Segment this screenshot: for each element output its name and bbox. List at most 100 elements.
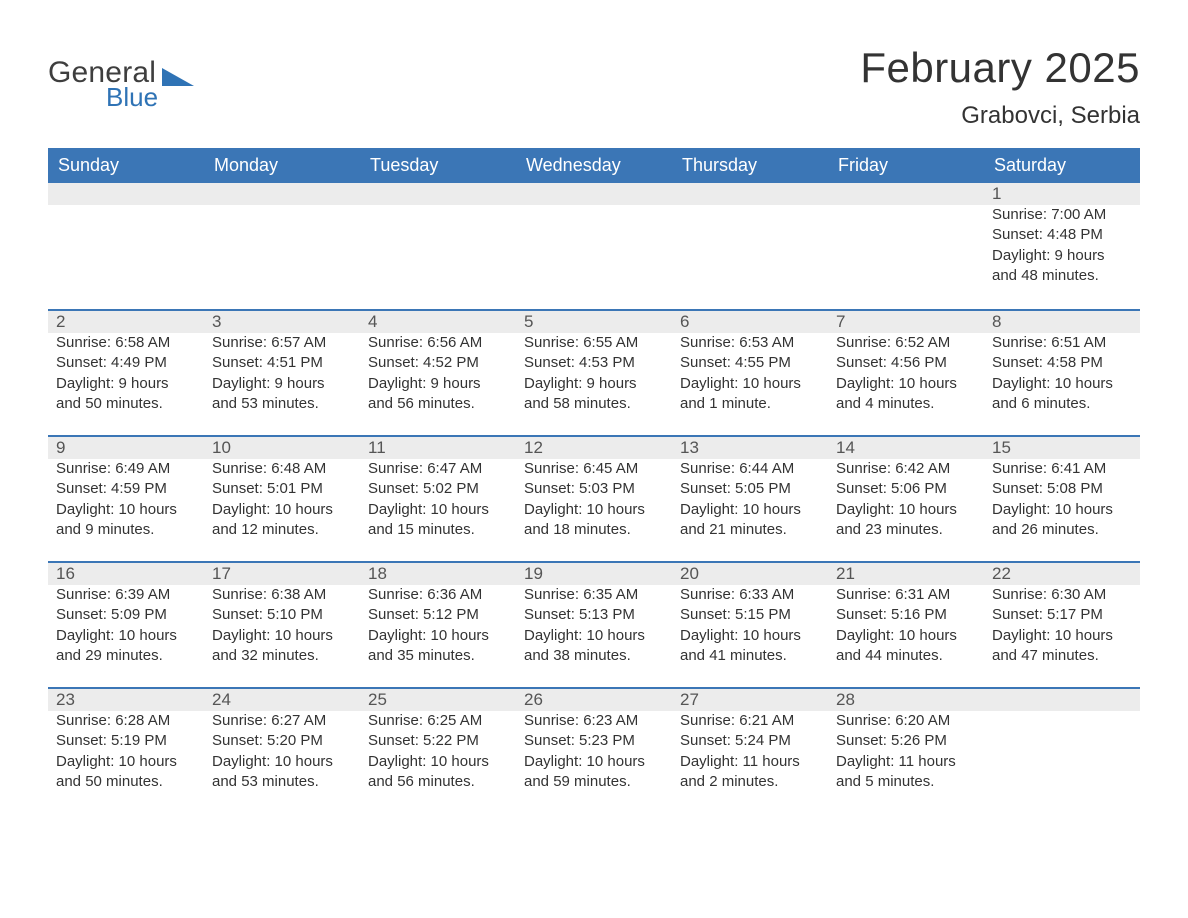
sunset-text: Sunset: 5:01 PM	[212, 479, 352, 499]
sunrise-text: Sunrise: 6:27 AM	[212, 711, 352, 731]
day-number: 28	[828, 689, 984, 711]
sunrise-text: Sunrise: 6:41 AM	[992, 459, 1132, 479]
daylight-text-line1: Daylight: 10 hours	[680, 626, 820, 646]
sunset-text: Sunset: 5:15 PM	[680, 605, 820, 625]
location-label: Grabovci, Serbia	[860, 102, 1140, 130]
day-number: 20	[672, 563, 828, 585]
sunrise-text: Sunrise: 6:51 AM	[992, 333, 1132, 353]
sunset-text: Sunset: 4:56 PM	[836, 353, 976, 373]
day-cell: Sunrise: 6:58 AMSunset: 4:49 PMDaylight:…	[48, 333, 204, 422]
daynum-row: 16171819202122	[48, 563, 1140, 585]
day-cell: Sunrise: 6:36 AMSunset: 5:12 PMDaylight:…	[360, 585, 516, 674]
day-cell	[984, 711, 1140, 800]
sunrise-text: Sunrise: 6:55 AM	[524, 333, 664, 353]
day-cell	[828, 205, 984, 294]
day-number: 27	[672, 689, 828, 711]
day-cell: Sunrise: 6:51 AMSunset: 4:58 PMDaylight:…	[984, 333, 1140, 422]
sunrise-text: Sunrise: 6:48 AM	[212, 459, 352, 479]
daylight-text-line1: Daylight: 10 hours	[56, 626, 196, 646]
logo-word-blue: Blue	[106, 84, 158, 110]
day-cell	[204, 205, 360, 294]
sunrise-text: Sunrise: 6:58 AM	[56, 333, 196, 353]
daylight-text-line1: Daylight: 10 hours	[368, 626, 508, 646]
daylight-text-line2: and 50 minutes.	[56, 394, 196, 414]
sunrise-text: Sunrise: 6:35 AM	[524, 585, 664, 605]
sunset-text: Sunset: 5:06 PM	[836, 479, 976, 499]
day-number	[828, 183, 984, 205]
daylight-text-line1: Daylight: 11 hours	[836, 752, 976, 772]
day-cell: Sunrise: 6:30 AMSunset: 5:17 PMDaylight:…	[984, 585, 1140, 674]
daylight-text-line2: and 56 minutes.	[368, 394, 508, 414]
day-number: 16	[48, 563, 204, 585]
day-cell: Sunrise: 6:42 AMSunset: 5:06 PMDaylight:…	[828, 459, 984, 548]
sunrise-text: Sunrise: 6:56 AM	[368, 333, 508, 353]
day-cell: Sunrise: 6:49 AMSunset: 4:59 PMDaylight:…	[48, 459, 204, 548]
day-cell: Sunrise: 6:56 AMSunset: 4:52 PMDaylight:…	[360, 333, 516, 422]
day-number: 1	[984, 183, 1140, 205]
day-number: 23	[48, 689, 204, 711]
sunset-text: Sunset: 5:02 PM	[368, 479, 508, 499]
sunrise-text: Sunrise: 6:47 AM	[368, 459, 508, 479]
sunrise-text: Sunrise: 6:38 AM	[212, 585, 352, 605]
sunset-text: Sunset: 4:55 PM	[680, 353, 820, 373]
week-row: 9101112131415Sunrise: 6:49 AMSunset: 4:5…	[48, 435, 1140, 561]
daylight-text-line1: Daylight: 10 hours	[680, 374, 820, 394]
day-cell: Sunrise: 6:55 AMSunset: 4:53 PMDaylight:…	[516, 333, 672, 422]
daylight-text-line1: Daylight: 10 hours	[212, 626, 352, 646]
sunrise-text: Sunrise: 6:33 AM	[680, 585, 820, 605]
day-cell: Sunrise: 6:33 AMSunset: 5:15 PMDaylight:…	[672, 585, 828, 674]
sunrise-text: Sunrise: 6:25 AM	[368, 711, 508, 731]
sunrise-text: Sunrise: 6:42 AM	[836, 459, 976, 479]
week-row: 232425262728Sunrise: 6:28 AMSunset: 5:19…	[48, 687, 1140, 813]
weekday-tuesday: Tuesday	[360, 148, 516, 183]
sunrise-text: Sunrise: 6:53 AM	[680, 333, 820, 353]
day-cell: Sunrise: 7:00 AMSunset: 4:48 PMDaylight:…	[984, 205, 1140, 294]
daylight-text-line2: and 23 minutes.	[836, 520, 976, 540]
day-number: 21	[828, 563, 984, 585]
week-row: 16171819202122Sunrise: 6:39 AMSunset: 5:…	[48, 561, 1140, 687]
day-number: 15	[984, 437, 1140, 459]
day-number	[204, 183, 360, 205]
day-cell: Sunrise: 6:38 AMSunset: 5:10 PMDaylight:…	[204, 585, 360, 674]
day-number: 26	[516, 689, 672, 711]
daylight-text-line2: and 9 minutes.	[56, 520, 196, 540]
logo-text: General Blue	[48, 58, 158, 110]
day-number: 18	[360, 563, 516, 585]
day-cell: Sunrise: 6:28 AMSunset: 5:19 PMDaylight:…	[48, 711, 204, 800]
daylight-text-line2: and 21 minutes.	[680, 520, 820, 540]
title-block: February 2025 Grabovci, Serbia	[860, 44, 1140, 130]
daylight-text-line1: Daylight: 10 hours	[680, 500, 820, 520]
weekday-friday: Friday	[828, 148, 984, 183]
sunset-text: Sunset: 4:48 PM	[992, 225, 1132, 245]
sunset-text: Sunset: 5:24 PM	[680, 731, 820, 751]
daylight-text-line1: Daylight: 10 hours	[524, 500, 664, 520]
weekday-saturday: Saturday	[984, 148, 1140, 183]
day-number: 6	[672, 311, 828, 333]
day-cell	[360, 205, 516, 294]
day-number: 11	[360, 437, 516, 459]
sunset-text: Sunset: 5:03 PM	[524, 479, 664, 499]
daylight-text-line2: and 44 minutes.	[836, 646, 976, 666]
weekday-monday: Monday	[204, 148, 360, 183]
day-number	[984, 689, 1140, 711]
daylight-text-line2: and 2 minutes.	[680, 772, 820, 792]
daylight-text-line2: and 15 minutes.	[368, 520, 508, 540]
day-number: 4	[360, 311, 516, 333]
sunset-text: Sunset: 5:19 PM	[56, 731, 196, 751]
daylight-text-line1: Daylight: 10 hours	[368, 752, 508, 772]
day-number: 13	[672, 437, 828, 459]
day-number: 7	[828, 311, 984, 333]
week-row: 1Sunrise: 7:00 AMSunset: 4:48 PMDaylight…	[48, 183, 1140, 309]
sunset-text: Sunset: 4:53 PM	[524, 353, 664, 373]
sunset-text: Sunset: 4:51 PM	[212, 353, 352, 373]
daylight-text-line1: Daylight: 10 hours	[368, 500, 508, 520]
daylight-text-line1: Daylight: 10 hours	[56, 500, 196, 520]
daylight-text-line1: Daylight: 10 hours	[992, 374, 1132, 394]
daylight-text-line2: and 48 minutes.	[992, 266, 1132, 286]
daylight-text-line2: and 5 minutes.	[836, 772, 976, 792]
daylight-text-line2: and 47 minutes.	[992, 646, 1132, 666]
daynum-row: 1	[48, 183, 1140, 205]
daylight-text-line2: and 59 minutes.	[524, 772, 664, 792]
day-cell: Sunrise: 6:41 AMSunset: 5:08 PMDaylight:…	[984, 459, 1140, 548]
sunrise-text: Sunrise: 6:21 AM	[680, 711, 820, 731]
